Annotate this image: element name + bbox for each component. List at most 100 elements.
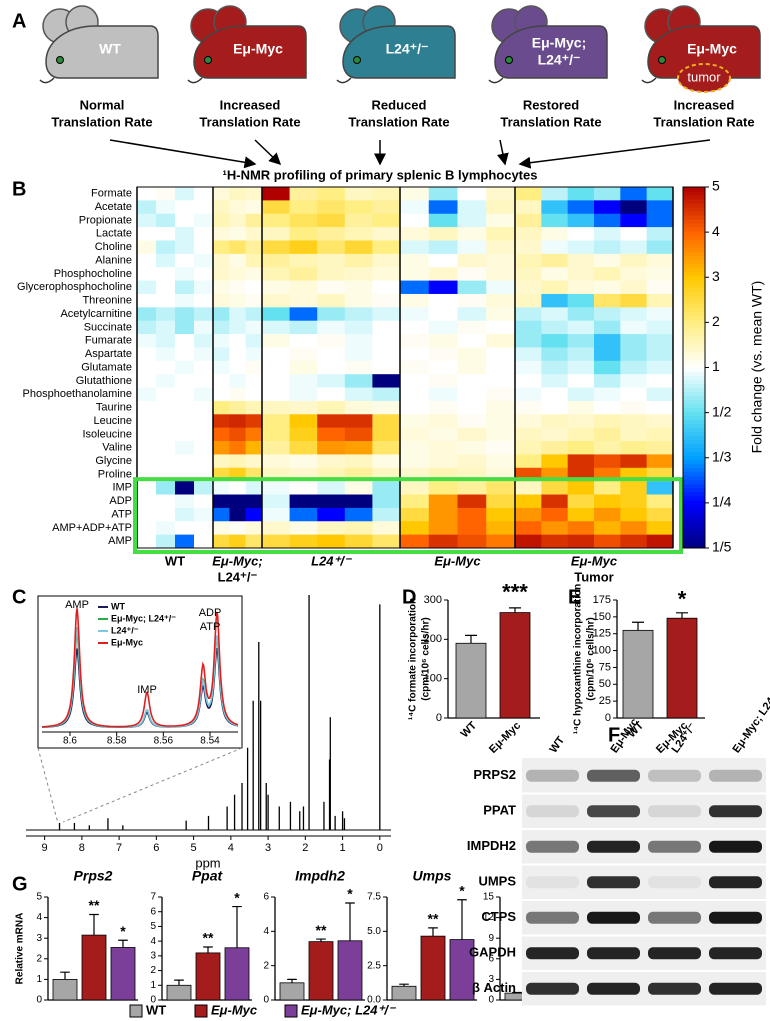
heatmap-cell <box>646 267 674 281</box>
blot-band <box>648 982 701 995</box>
error-bar <box>174 979 184 986</box>
heatmap-cell <box>229 521 246 535</box>
heatmap-cell <box>515 400 542 415</box>
heatmap-cell <box>400 320 430 335</box>
heatmap-cell <box>646 441 674 455</box>
colorbar-step <box>683 371 705 377</box>
legend-label: WT <box>111 601 125 611</box>
heatmap-cell <box>194 213 214 228</box>
heatmap-cell <box>344 227 373 241</box>
heatmap-cell <box>289 240 318 255</box>
heatmap-cell <box>245 267 263 281</box>
heatmap-cell <box>317 414 346 428</box>
x-tick-label: 3 <box>265 842 271 854</box>
heatmap-cell <box>457 521 487 535</box>
mouse: Eμ-Myc;L24⁺/⁻ <box>488 5 608 84</box>
heatmap-cell <box>156 507 176 522</box>
colorbar-step <box>683 347 705 352</box>
heatmap-cell <box>486 534 516 549</box>
heatmap-cell <box>137 320 157 335</box>
blot-band <box>709 982 762 995</box>
heatmap-cell <box>541 507 568 522</box>
heatmap-cell <box>213 307 230 322</box>
heatmap-cell <box>137 307 157 322</box>
blot-row-label: UMPS <box>478 874 516 889</box>
row-label: IMP <box>112 482 132 494</box>
heatmap-cell <box>646 320 674 335</box>
heatmap-cell <box>457 400 487 415</box>
heatmap-cell <box>229 507 246 522</box>
heatmap-cell <box>213 227 230 241</box>
heatmap-cell <box>289 227 318 241</box>
row-label: Choline <box>95 241 132 253</box>
heatmap-title: ¹H-NMR profiling of primary splenic B ly… <box>223 167 538 182</box>
colorbar-step <box>683 291 705 296</box>
mouse-eye <box>505 56 513 64</box>
legend-label: Eμ-Myc; L24⁺/⁻ <box>111 613 176 623</box>
colorbar-step <box>683 467 705 473</box>
heatmap-cell <box>646 427 674 442</box>
heatmap-cell <box>567 494 595 509</box>
colorbar-step <box>683 211 705 216</box>
colorbar-label: Fold change (vs. mean WT) <box>749 281 765 454</box>
heatmap-cell <box>289 454 318 469</box>
heatmap-cell <box>245 227 263 241</box>
heatmap-cell <box>213 374 230 388</box>
heatmap-cell <box>344 494 373 509</box>
heatmap-cell <box>156 293 176 308</box>
heatmap-cell <box>137 387 157 402</box>
blot-band <box>526 947 579 960</box>
y-tick-label: 2 <box>150 965 156 976</box>
blot-band <box>709 769 762 782</box>
colorbar-tick-label: 4 <box>712 223 720 239</box>
heatmap-cell <box>515 240 542 255</box>
heatmap-cell <box>175 427 195 442</box>
heatmap-cell <box>175 494 195 509</box>
heatmap-cell <box>541 347 568 362</box>
heatmap-cell <box>594 187 621 201</box>
mouse: WT <box>39 5 159 84</box>
heatmap-cell <box>620 307 647 322</box>
heatmap-cell <box>317 200 346 215</box>
heatmap-cell <box>156 227 176 241</box>
heatmap-cell <box>486 200 516 215</box>
heatmap-cell <box>137 414 157 428</box>
significance: * <box>459 882 465 898</box>
heatmap-cell <box>175 200 195 215</box>
heatmap-cell <box>594 227 621 241</box>
heatmap-cell <box>213 293 230 308</box>
heatmap-cell <box>156 213 176 228</box>
bar <box>166 984 192 1001</box>
heatmap-cell <box>515 507 542 522</box>
blot-band <box>648 805 701 818</box>
mouse: Eμ-Myc <box>187 5 307 84</box>
heatmap-cell <box>515 521 542 535</box>
heatmap-cell <box>317 387 346 402</box>
heatmap-cell <box>400 454 430 469</box>
heatmap-cell <box>317 280 346 295</box>
heatmap-cell <box>213 253 230 268</box>
heatmap-cell <box>457 414 487 428</box>
heatmap-cell <box>213 347 230 362</box>
group-label: L24⁺/⁻ <box>218 569 258 584</box>
colorbar-step <box>683 287 705 292</box>
heatmap-cell <box>400 280 430 295</box>
heatmap-cell <box>175 534 195 549</box>
heatmap-cell <box>317 213 346 228</box>
heatmap-cell <box>428 307 458 322</box>
group-label: WT <box>165 553 185 568</box>
colorbar-tick-label: 5 <box>712 178 720 194</box>
heatmap-cell <box>541 253 568 268</box>
row-label: Alanine <box>95 254 132 266</box>
heatmap-cell <box>156 280 176 295</box>
heatmap-cell <box>515 347 542 362</box>
mouse-body <box>342 25 456 79</box>
heatmap-cell <box>245 360 263 375</box>
heatmap-cell <box>245 481 263 495</box>
blot-band <box>648 947 701 960</box>
heatmap-cell <box>594 200 621 215</box>
heatmap-cell <box>229 227 246 241</box>
blot-band <box>526 840 579 853</box>
heatmap-cell <box>229 213 246 228</box>
heatmap-cell <box>457 507 487 522</box>
